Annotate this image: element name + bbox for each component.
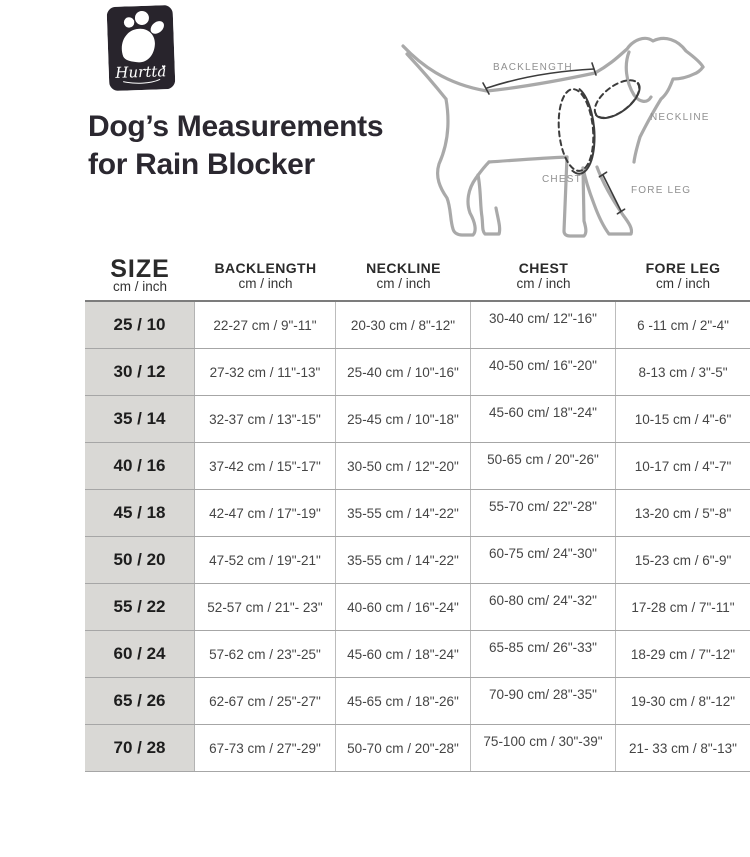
- diagram-label-neckline: NECKLINE: [650, 112, 710, 123]
- diagram-label-backlength: BACKLENGTH: [493, 62, 573, 73]
- page-title: Dog’s Measurements for Rain Blocker: [88, 108, 384, 184]
- cell-foreleg: 18-29 cm / 7"-12": [630, 646, 736, 662]
- page-title-line1: Dog’s Measurements: [88, 110, 384, 143]
- cell-foreleg: 19-30 cm / 8"-12": [630, 693, 736, 709]
- diagram-label-foreleg: FORE LEG: [631, 185, 691, 196]
- header-backlength-unit: cm / inch: [238, 276, 293, 291]
- cell-size: 60 / 24: [85, 631, 195, 677]
- paw-logo-icon: Hurtta ♥: [106, 5, 176, 91]
- size-table: SIZE cm / inch BACKLENGTH cm / inch NECK…: [85, 252, 750, 772]
- header-chest: CHEST cm / inch: [471, 260, 616, 292]
- header-foreleg-unit: cm / inch: [655, 276, 710, 291]
- cell-chest: 30-40 cm/ 12"-16": [471, 302, 616, 348]
- cell-neckline: 45-60 cm / 18"-24": [336, 631, 471, 677]
- cell-foreleg: 10-17 cm / 4"-7": [634, 458, 732, 474]
- dog-measurement-diagram: BACKLENGTH NECKLINE CHEST FORE LEG: [390, 0, 750, 250]
- table-row: 70 / 28 67-73 cm / 27"-29" 50-70 cm / 20"-…: [85, 725, 750, 772]
- table-row: 50 / 20 47-52 cm / 19"-21" 35-55 cm / 14"-…: [85, 537, 750, 584]
- cell-backlength: 57-62 cm / 23"-25": [195, 631, 336, 677]
- cell-size: 55 / 22: [85, 584, 195, 630]
- cell-chest: 70-90 cm/ 28"-35": [471, 678, 616, 724]
- cell-chest: 60-75 cm/ 24"-30": [471, 537, 616, 583]
- cell-backlength: 52-57 cm / 21"- 23": [195, 584, 336, 630]
- cell-size: 70 / 28: [85, 725, 195, 771]
- logo-heart-icon: ♥: [162, 64, 166, 71]
- header-chest-unit: cm / inch: [516, 276, 571, 291]
- cell-foreleg: 15-23 cm / 6"-9": [634, 552, 732, 568]
- header-neckline: NECKLINE cm / inch: [336, 260, 471, 292]
- cell-backlength: 32-37 cm / 13"-15": [195, 396, 336, 442]
- cell-neckline: 25-45 cm / 10"-18": [336, 396, 471, 442]
- dog-outline-icon: BACKLENGTH NECKLINE CHEST FORE LEG: [401, 36, 710, 238]
- cell-size: 30 / 12: [85, 349, 195, 395]
- header-backlength-title: BACKLENGTH: [214, 260, 317, 276]
- table-row: 65 / 26 62-67 cm / 25"-27" 45-65 cm / 18"-…: [85, 678, 750, 725]
- table-body: 25 / 10 22-27 cm / 9"-11" 20-30 cm / 8"-12…: [85, 302, 750, 772]
- header-backlength: BACKLENGTH cm / inch: [195, 260, 336, 292]
- cell-neckline: 35-55 cm / 14"-22": [336, 537, 471, 583]
- page-title-line2: for Rain Blocker: [88, 148, 315, 181]
- table-row: 60 / 24 57-62 cm / 23"-25" 45-60 cm / 18"-…: [85, 631, 750, 678]
- table-row: 35 / 14 32-37 cm / 13"-15" 25-45 cm / 10"-…: [85, 396, 750, 443]
- cell-backlength: 47-52 cm / 19"-21": [195, 537, 336, 583]
- cell-size: 35 / 14: [85, 396, 195, 442]
- header-size-title: SIZE: [110, 254, 170, 283]
- header-chest-title: CHEST: [518, 260, 569, 276]
- header-neckline-title: NECKLINE: [366, 260, 441, 276]
- header-size: SIZE cm / inch: [85, 254, 195, 294]
- cell-foreleg: 21- 33 cm / 8"-13": [629, 740, 737, 756]
- cell-size: 65 / 26: [85, 678, 195, 724]
- table-row: 55 / 22 52-57 cm / 21"- 23" 40-60 cm / 16"…: [85, 584, 750, 631]
- cell-foreleg: 8-13 cm / 3"-5": [638, 364, 728, 380]
- cell-backlength: 62-67 cm / 25"-27": [195, 678, 336, 724]
- cell-chest: 75-100 cm / 30"-39": [471, 725, 616, 771]
- cell-backlength: 27-32 cm / 11"-13": [195, 349, 336, 395]
- cell-foreleg: 10-15 cm / 4"-6": [634, 411, 732, 427]
- table-row: 25 / 10 22-27 cm / 9"-11" 20-30 cm / 8"-12…: [85, 302, 750, 349]
- cell-chest: 65-85 cm/ 26"-33": [471, 631, 616, 677]
- header-foreleg-title: FORE LEG: [645, 260, 721, 276]
- table-row: 40 / 16 37-42 cm / 15"-17" 30-50 cm / 12"-…: [85, 443, 750, 490]
- hurtta-logo: Hurtta ♥: [106, 5, 176, 91]
- cell-neckline: 20-30 cm / 8"-12": [336, 302, 471, 348]
- cell-backlength: 37-42 cm / 15"-17": [195, 443, 336, 489]
- cell-chest: 60-80 cm/ 24"-32": [471, 584, 616, 630]
- cell-foreleg: 6 -11 cm / 2"-4": [637, 317, 729, 333]
- cell-chest: 50-65 cm / 20"-26": [471, 443, 616, 489]
- cell-chest: 40-50 cm/ 16"-20": [471, 349, 616, 395]
- cell-foreleg: 13-20 cm / 5"-8": [634, 505, 732, 521]
- diagram-label-chest: CHEST: [542, 174, 582, 185]
- cell-size: 40 / 16: [85, 443, 195, 489]
- header-neckline-unit: cm / inch: [376, 276, 431, 291]
- cell-neckline: 50-70 cm / 20"-28": [336, 725, 471, 771]
- cell-neckline: 25-40 cm / 10"-16": [336, 349, 471, 395]
- header-foreleg: FORE LEG cm / inch: [616, 260, 750, 292]
- cell-backlength: 22-27 cm / 9"-11": [195, 302, 336, 348]
- cell-size: 50 / 20: [85, 537, 195, 583]
- table-header-row: SIZE cm / inch BACKLENGTH cm / inch NECK…: [85, 252, 750, 302]
- cell-neckline: 40-60 cm / 16"-24": [336, 584, 471, 630]
- logo-wordmark: Hurtta: [114, 62, 167, 82]
- cell-neckline: 35-55 cm / 14"-22": [336, 490, 471, 536]
- cell-backlength: 67-73 cm / 27"-29": [195, 725, 336, 771]
- cell-backlength: 42-47 cm / 17"-19": [195, 490, 336, 536]
- table-row: 45 / 18 42-47 cm / 17"-19" 35-55 cm / 14"-…: [85, 490, 750, 537]
- cell-neckline: 45-65 cm / 18"-26": [336, 678, 471, 724]
- cell-chest: 45-60 cm/ 18"-24": [471, 396, 616, 442]
- header-size-unit: cm / inch: [112, 278, 167, 294]
- table-row: 30 / 12 27-32 cm / 11"-13" 25-40 cm / 10"-…: [85, 349, 750, 396]
- cell-size: 25 / 10: [85, 302, 195, 348]
- cell-size: 45 / 18: [85, 490, 195, 536]
- cell-neckline: 30-50 cm / 12"-20": [336, 443, 471, 489]
- cell-chest: 55-70 cm/ 22"-28": [471, 490, 616, 536]
- cell-foreleg: 17-28 cm / 7"-11": [631, 599, 735, 615]
